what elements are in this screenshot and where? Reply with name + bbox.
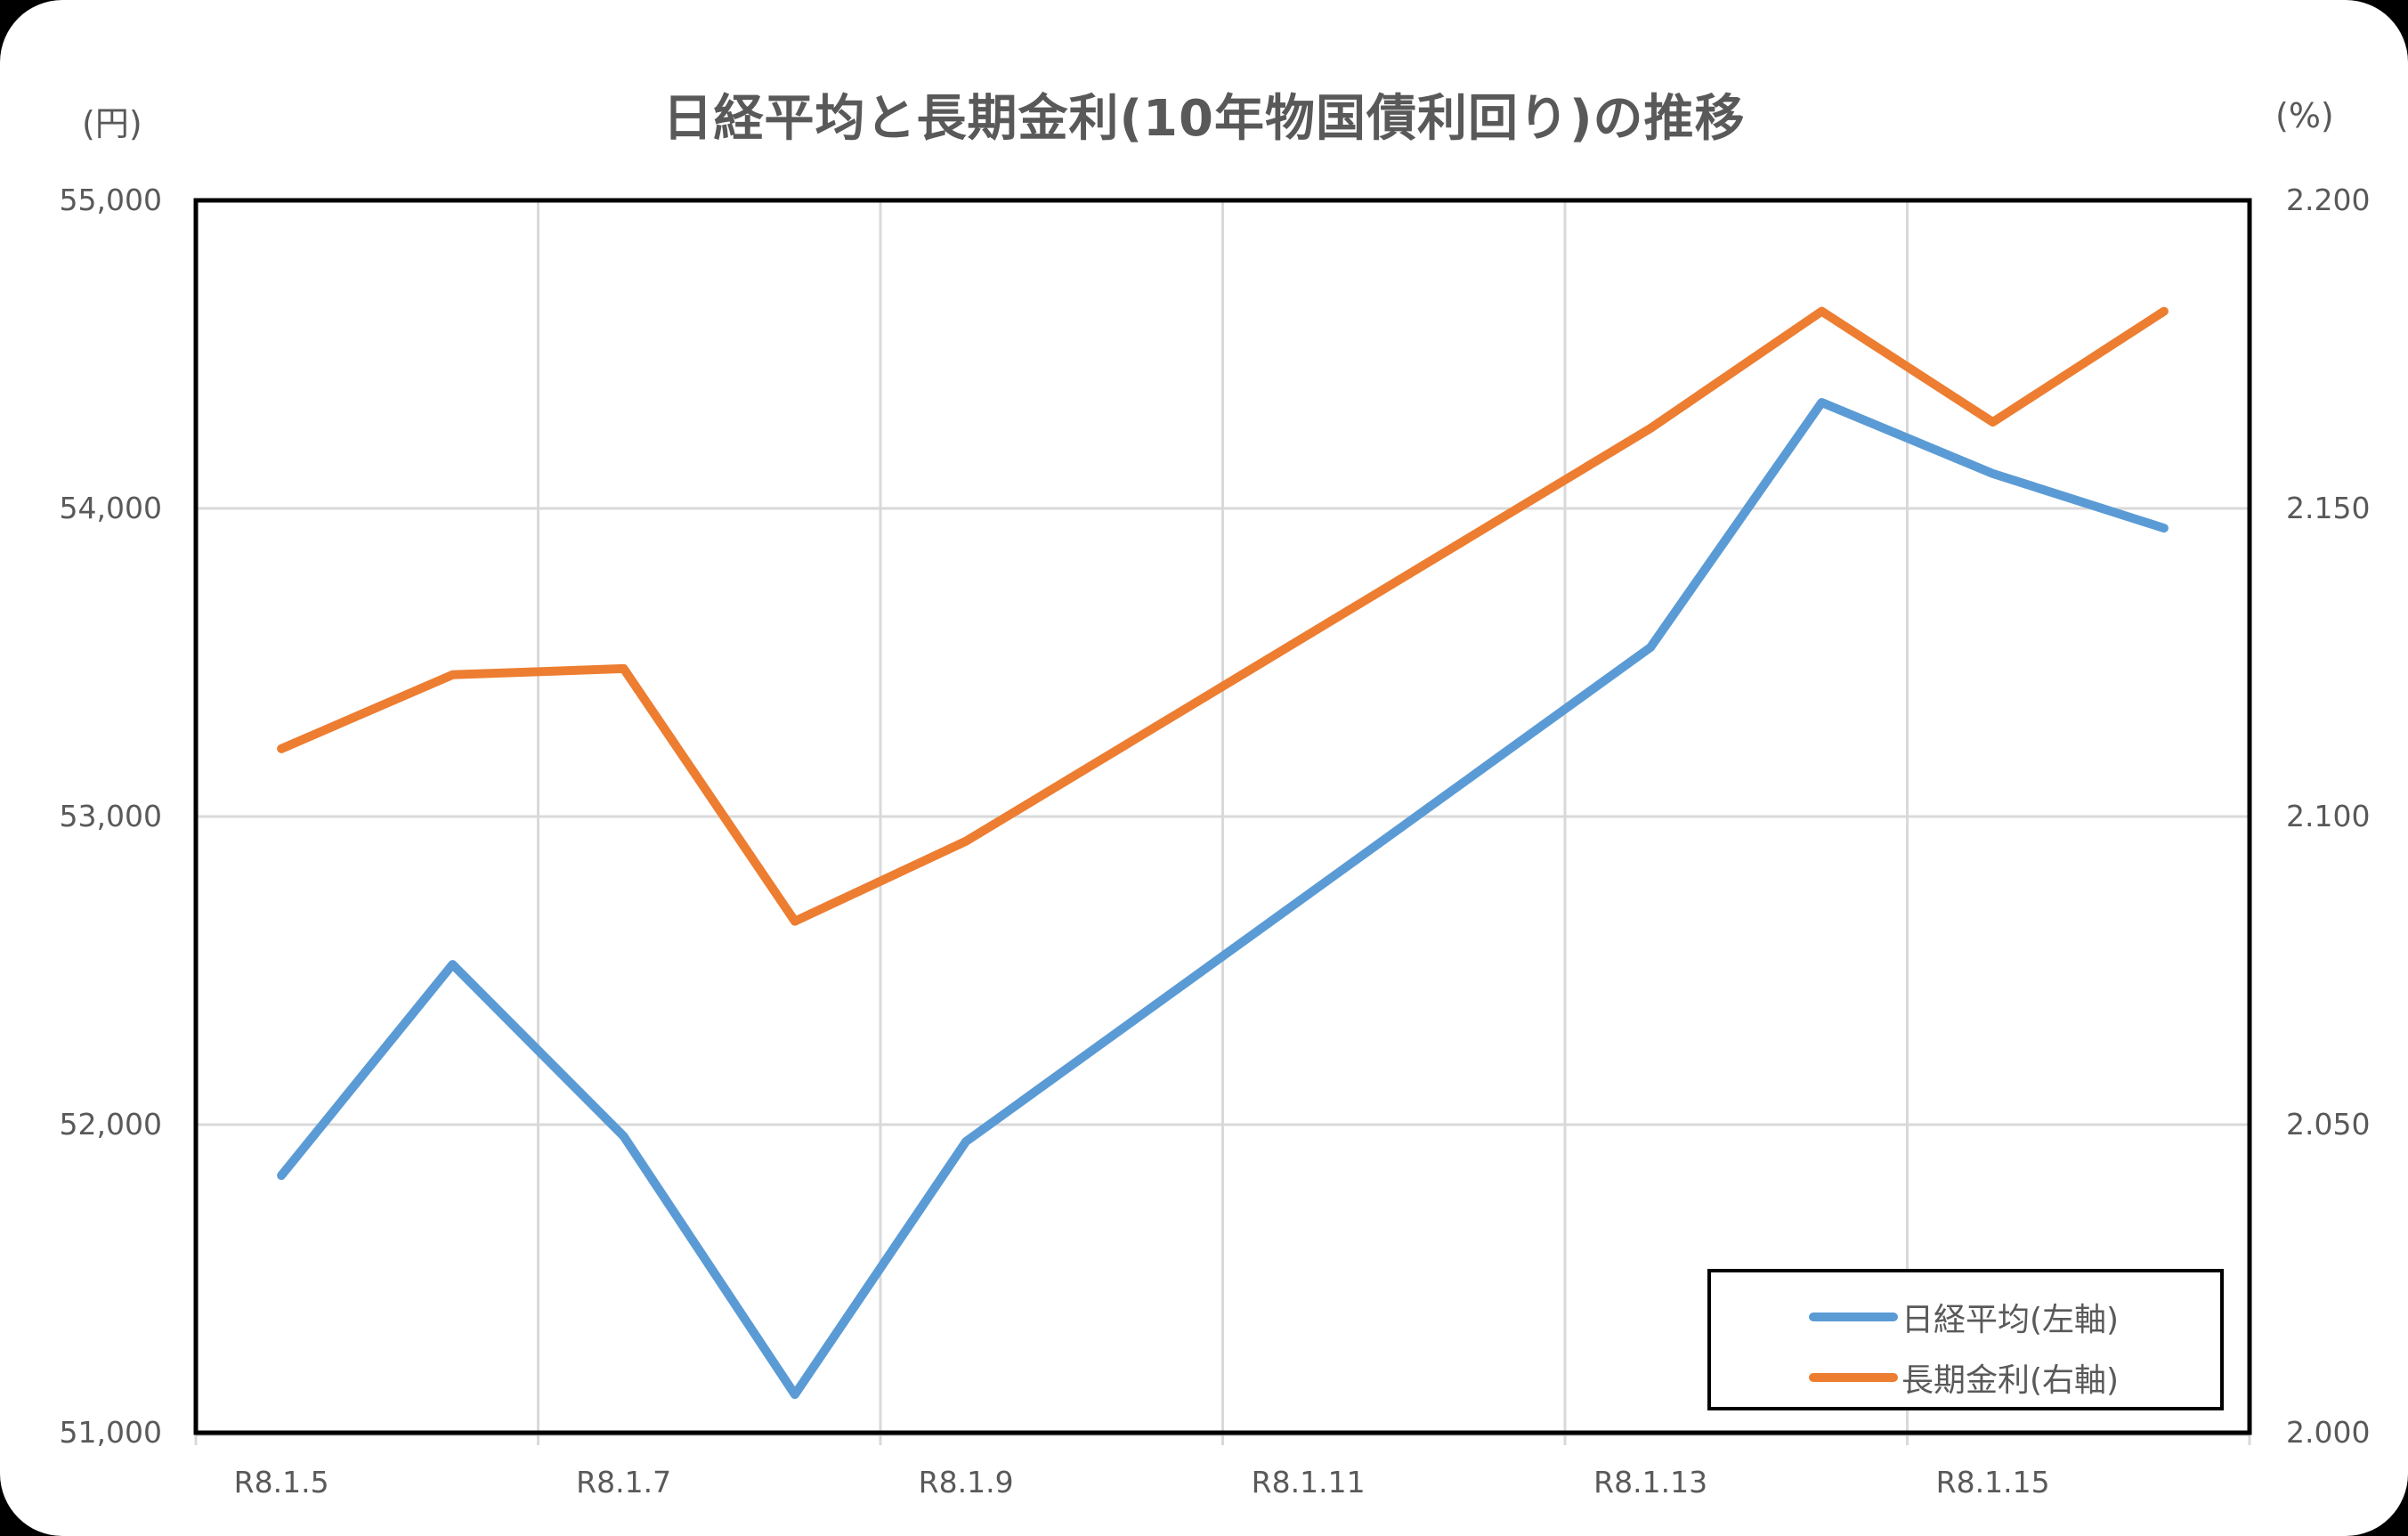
series-line-nikkei	[277, 398, 2169, 1400]
x-axis-tick-label: R8.1.5	[233, 1465, 329, 1499]
x-axis-tick-label: R8.1.9	[918, 1465, 1014, 1499]
chart-title: 日経平均と長期金利(10年物国債利回り)の推移	[662, 90, 1746, 148]
right-axis-tick-label: 2.000	[2286, 1415, 2371, 1450]
series-line-yield	[277, 306, 2169, 926]
right-axis-tick-label: 2.200	[2286, 183, 2371, 217]
right-axis-tick-label: 2.100	[2286, 799, 2371, 833]
plot-frame	[193, 198, 2252, 1435]
x-axis-tick-label: R8.1.11	[1251, 1465, 1366, 1499]
left-axis-tick-label: 52,000	[59, 1107, 162, 1142]
legend: 日経平均(左軸) 長期金利(右軸)	[1707, 1269, 2224, 1410]
left-axis-tick-label: 51,000	[59, 1415, 162, 1450]
legend-item-nikkei: 日経平均(左軸)	[1809, 1290, 2119, 1344]
left-axis-tick-label: 53,000	[59, 799, 162, 833]
x-axis-tick-label: R8.1.13	[1593, 1465, 1708, 1499]
legend-label-yield: 長期金利(右軸)	[1901, 1362, 2120, 1399]
left-axis-tick-label: 54,000	[59, 491, 162, 525]
right-axis-tick-label: 2.050	[2286, 1107, 2371, 1142]
legend-item-yield: 長期金利(右軸)	[1809, 1351, 2119, 1404]
legend-swatch-nikkei	[1809, 1313, 1898, 1321]
legend-label-nikkei: 日経平均(左軸)	[1901, 1302, 2120, 1338]
right-axis-tick-label: 2.150	[2286, 491, 2371, 525]
left-axis-tick-label: 55,000	[59, 183, 162, 217]
right-axis-unit: (%)	[2275, 96, 2334, 135]
legend-swatch-yield	[1809, 1373, 1898, 1382]
x-axis-tick-label: R8.1.15	[1935, 1465, 2050, 1499]
left-axis-unit: (円)	[82, 104, 142, 143]
x-axis-tick-label: R8.1.7	[576, 1465, 672, 1499]
